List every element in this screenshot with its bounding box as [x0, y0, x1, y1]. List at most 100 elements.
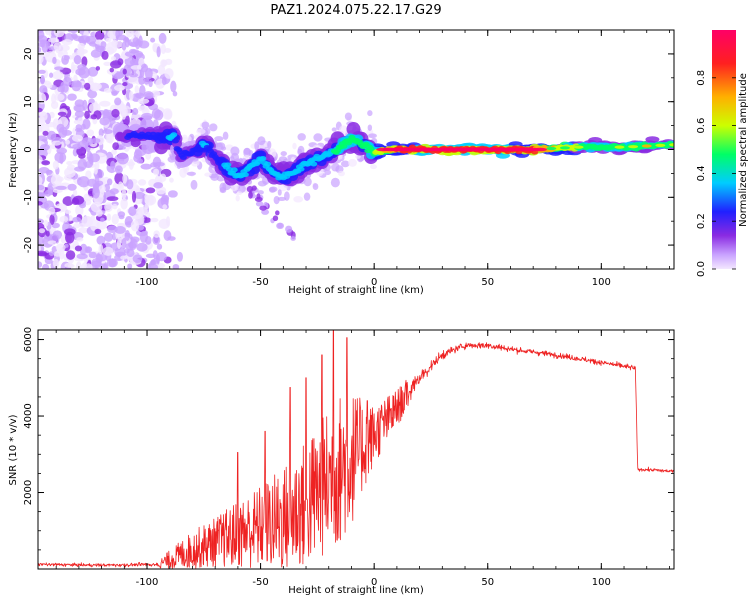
heatmap-cell: [628, 145, 639, 149]
heatmap-cell: [138, 35, 143, 48]
heatmap-cell: [116, 238, 122, 250]
heatmap-cell: [220, 146, 227, 151]
heatmap-cell: [655, 143, 666, 147]
colorbar-tick-label: 0.0: [696, 261, 707, 277]
heatmap-cell: [275, 210, 280, 216]
heatmap-cell: [65, 139, 70, 145]
heatmap-cell: [38, 191, 45, 198]
heatmap-cell: [269, 186, 278, 193]
heatmap-cell: [136, 158, 144, 164]
heatmap-cell: [38, 30, 44, 34]
heatmap-cell: [164, 48, 172, 53]
y-tick-label: 2000: [23, 480, 34, 505]
heatmap-cell: [368, 133, 377, 139]
heatmap-cell: [48, 251, 55, 256]
heatmap-cell: [137, 98, 150, 104]
heatmap-cell: [77, 176, 90, 188]
heatmap-cell: [111, 108, 120, 118]
heatmap-cell: [86, 129, 95, 137]
heatmap-cell: [39, 123, 50, 133]
heatmap-cell: [114, 165, 123, 174]
heatmap-cell: [106, 213, 112, 222]
heatmap-cell: [141, 112, 153, 120]
x-tick-label: 100: [592, 577, 611, 588]
x-tick-label: 50: [481, 577, 494, 588]
heatmap-cell: [121, 237, 127, 250]
heatmap-cell: [367, 110, 373, 117]
heatmap-cell: [257, 180, 267, 187]
heatmap-cell: [75, 261, 82, 269]
heatmap-cell: [109, 188, 119, 195]
heatmap-cell: [94, 228, 102, 235]
heatmap-cell: [105, 37, 112, 43]
heatmap-cell: [76, 237, 84, 242]
heatmap-cell: [115, 30, 120, 39]
heatmap-cell: [90, 82, 102, 90]
heatmap-cell: [56, 123, 65, 133]
y-tick-label: 4000: [23, 403, 34, 428]
heatmap-cell: [312, 183, 319, 190]
heatmap-cell: [38, 53, 44, 65]
heatmap-cell: [255, 201, 264, 207]
heatmap-cell: [71, 197, 80, 206]
heatmap-cell: [132, 37, 140, 45]
heatmap-cell: [90, 201, 103, 213]
heatmap-cell: [70, 61, 75, 74]
spectrogram-y-ticks: -20 -10 0 10 20: [23, 48, 674, 253]
heatmap-cell: [56, 176, 64, 182]
heatmap-cell: [190, 179, 198, 190]
heatmap-cell: [98, 243, 104, 255]
heatmap-cell: [124, 229, 131, 242]
heatmap-cell: [297, 166, 305, 172]
heatmap-cell: [38, 201, 43, 206]
heatmap-cell: [131, 190, 137, 203]
heatmap-cell: [73, 119, 81, 125]
heatmap-cell: [65, 231, 75, 244]
heatmap-cell: [144, 203, 149, 210]
y-tick-label: 20: [23, 48, 34, 61]
heatmap-cell: [112, 203, 118, 210]
heatmap-cell: [152, 235, 161, 245]
heatmap-cell: [134, 85, 140, 94]
heatmap-cell: [222, 131, 229, 140]
heatmap-cell: [153, 109, 164, 121]
heatmap-cell: [52, 160, 59, 170]
figure-title: PAZ1.2024.075.22.17.G29: [270, 3, 441, 18]
heatmap-cell: [38, 222, 45, 231]
heatmap-cell: [94, 30, 105, 41]
heatmap-cell: [99, 117, 110, 126]
heatmap-cell: [167, 190, 178, 198]
heatmap-cell: [103, 87, 112, 93]
heatmap-cell: [100, 217, 105, 223]
heatmap-cell: [157, 64, 166, 75]
heatmap-cell: [101, 50, 109, 60]
heatmap-cell: [339, 125, 349, 135]
heatmap-cell: [96, 235, 106, 245]
heatmap-cell: [143, 91, 154, 99]
heatmap-cell: [59, 153, 64, 165]
y-tick-label: -20: [23, 237, 34, 253]
heatmap-cell: [106, 178, 113, 186]
y-tick-label: -10: [23, 189, 34, 205]
snr-series-line: [38, 330, 674, 569]
heatmap-cell: [330, 177, 340, 188]
heatmap-cell: [209, 123, 218, 132]
heatmap-cell: [63, 55, 70, 61]
heatmap-cell: [105, 41, 118, 54]
heatmap-cell: [340, 160, 350, 168]
heatmap-cell: [144, 67, 153, 80]
heatmap-cell: [111, 149, 118, 155]
heatmap-cell: [303, 192, 311, 201]
heatmap-cell: [111, 90, 118, 96]
heatmap-cell: [88, 251, 97, 259]
heatmap-cell: [83, 199, 92, 206]
heatmap-cell: [158, 32, 167, 44]
heatmap-cell: [73, 104, 86, 113]
heatmap-cell: [230, 146, 240, 156]
heatmap-cell: [124, 38, 130, 48]
heatmap-cell: [73, 222, 80, 229]
heatmap-cell: [344, 112, 352, 121]
heatmap-cell: [108, 258, 117, 268]
heatmap-cell: [285, 225, 293, 233]
heatmap-cell: [46, 82, 53, 89]
